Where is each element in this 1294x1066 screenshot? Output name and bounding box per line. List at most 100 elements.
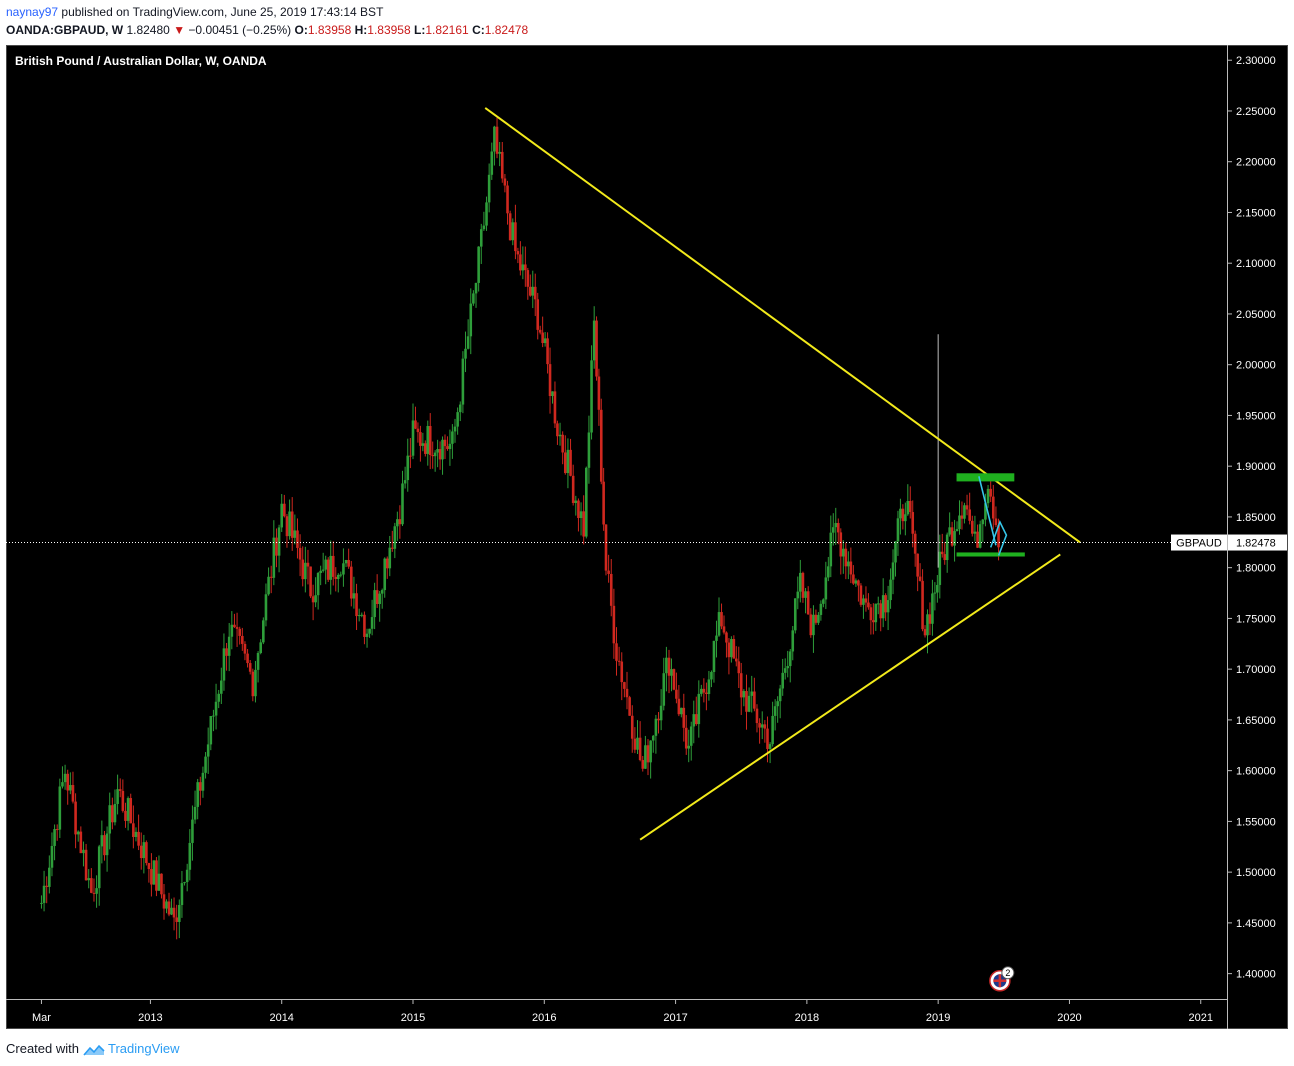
publish-info: naynay97 published on TradingView.com, J… bbox=[6, 5, 383, 19]
trendline-lower[interactable] bbox=[639, 553, 1061, 841]
price-tick-label: 1.50000 bbox=[1236, 867, 1276, 879]
candle-up bbox=[715, 635, 718, 641]
candle-down bbox=[90, 878, 93, 893]
price-axis[interactable]: 2.30000 2.25000 2.20000 2.15000 2.10000 2.050… bbox=[1227, 55, 1276, 981]
candle-up bbox=[874, 603, 878, 623]
candle-down bbox=[500, 151, 504, 179]
candle-up bbox=[433, 452, 437, 457]
candle-up bbox=[490, 151, 494, 175]
candle-up bbox=[50, 845, 54, 868]
candle-up bbox=[383, 558, 387, 591]
candle-down bbox=[506, 185, 509, 214]
chart-background bbox=[6, 45, 1288, 1029]
candle-up bbox=[590, 360, 593, 433]
candle-down bbox=[725, 632, 728, 643]
candle-up bbox=[771, 715, 774, 745]
drawings[interactable]: 2 bbox=[484, 107, 1081, 992]
trendline-upper[interactable] bbox=[484, 107, 1081, 544]
candle-up bbox=[760, 724, 764, 728]
candle-up bbox=[636, 737, 639, 750]
zone-support[interactable] bbox=[956, 552, 1025, 557]
candle-down bbox=[753, 691, 756, 709]
candle-down bbox=[884, 595, 887, 613]
price-tick-label: 2.25000 bbox=[1236, 106, 1276, 118]
candle-up bbox=[451, 431, 454, 444]
candle-up bbox=[321, 569, 325, 571]
candle-up bbox=[403, 480, 407, 484]
candle-down bbox=[595, 320, 598, 377]
candle-up bbox=[212, 715, 215, 717]
change-down-icon: ▼ bbox=[173, 23, 186, 37]
candle-up bbox=[742, 691, 746, 698]
author-link[interactable]: naynay97 bbox=[6, 5, 59, 19]
candle-down bbox=[684, 727, 688, 749]
chart-title: British Pound / Australian Dollar, W, OA… bbox=[15, 54, 267, 68]
price-chart[interactable]: British Pound / Australian Dollar, W, OA… bbox=[6, 45, 1288, 1029]
candle-up bbox=[712, 640, 716, 673]
event-count-badge bbox=[1001, 966, 1015, 980]
candle-up bbox=[342, 563, 345, 575]
candle-up bbox=[822, 599, 825, 604]
candle-down bbox=[124, 810, 127, 821]
time-tick-label: 2017 bbox=[663, 1012, 687, 1024]
candle-down bbox=[155, 860, 158, 891]
candle-down bbox=[667, 657, 671, 676]
candle-up bbox=[592, 320, 596, 361]
candle-up bbox=[894, 541, 897, 563]
candle-up bbox=[511, 222, 515, 241]
candle-up bbox=[126, 798, 130, 821]
candle-down bbox=[66, 773, 70, 791]
candle-down bbox=[129, 798, 133, 824]
candle-up bbox=[185, 869, 189, 883]
candle-down bbox=[737, 661, 741, 674]
tradingview-logo-icon bbox=[83, 1044, 105, 1056]
candle-down bbox=[269, 576, 273, 578]
candle-down bbox=[943, 554, 947, 561]
candle-up bbox=[97, 846, 101, 889]
candle-up bbox=[191, 819, 194, 843]
candle-up bbox=[799, 572, 802, 592]
candle-up bbox=[472, 293, 475, 304]
candle-up bbox=[817, 614, 820, 623]
candle-down bbox=[363, 614, 366, 637]
candle-down bbox=[617, 660, 621, 662]
candle-down bbox=[720, 612, 723, 627]
candle-down bbox=[132, 823, 135, 837]
candle-up bbox=[380, 590, 384, 594]
candle-down bbox=[162, 894, 166, 909]
price-tick-label: 1.60000 bbox=[1236, 766, 1276, 778]
candle-down bbox=[553, 391, 557, 424]
time-tick-label: 2019 bbox=[926, 1012, 950, 1024]
candle-down bbox=[641, 760, 645, 769]
tradingview-link[interactable]: TradingView bbox=[108, 1041, 180, 1056]
high-value: 1.83958 bbox=[367, 23, 411, 37]
candle-up bbox=[378, 593, 381, 604]
candle-up bbox=[574, 500, 578, 503]
candle-up bbox=[986, 488, 990, 504]
candle-up bbox=[819, 603, 823, 615]
candle-down bbox=[548, 364, 552, 397]
candle-up bbox=[63, 773, 67, 783]
time-tick-label: 2014 bbox=[269, 1012, 293, 1024]
candle-up bbox=[329, 555, 333, 580]
zone-resistance[interactable] bbox=[956, 473, 1015, 482]
event-flag-icon[interactable]: 2 bbox=[989, 966, 1015, 992]
candle-up bbox=[778, 688, 782, 702]
candle-up bbox=[264, 594, 268, 621]
candle-down bbox=[806, 591, 810, 615]
candle-up bbox=[662, 673, 666, 706]
candle-down bbox=[55, 829, 59, 831]
candle-up bbox=[936, 584, 939, 593]
candle-down bbox=[139, 845, 143, 859]
time-axis[interactable]: Mar 2013 2014 2015 2016 2017 2018 2019 2020 2021 bbox=[32, 999, 1213, 1024]
time-tick-label: 2018 bbox=[795, 1012, 819, 1024]
candle-up bbox=[453, 426, 457, 432]
candle-down bbox=[311, 596, 315, 603]
candle-up bbox=[791, 630, 795, 652]
candle-down bbox=[968, 509, 971, 521]
candle-up bbox=[981, 519, 985, 525]
candle-down bbox=[604, 524, 608, 571]
candle-down bbox=[385, 558, 389, 569]
candle-down bbox=[657, 718, 660, 721]
pattern-line[interactable] bbox=[989, 519, 1008, 556]
